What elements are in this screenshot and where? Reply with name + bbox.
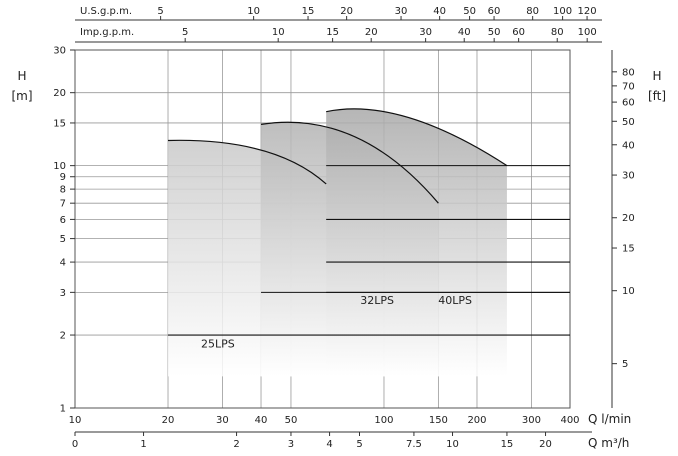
right-tick-label: 20 <box>622 213 635 224</box>
left-axis-title: H <box>17 69 26 83</box>
bottom-1-tick-label: 100 <box>374 415 393 426</box>
bottom-1-tick-label: 400 <box>560 415 579 426</box>
left-tick-label: 3 <box>60 288 66 299</box>
right-tick-label: 80 <box>622 67 635 78</box>
left-tick-label: 7 <box>60 199 66 210</box>
top-1-tick-label: 120 <box>578 6 597 17</box>
top-axes: U.S.g.p.m. Imp.g.p.m. 5 10 15 20 30 40 50 60 80 1… <box>75 6 602 43</box>
bottom-2-tick-label: 15 <box>501 439 514 450</box>
left-tick-label: 8 <box>60 185 66 196</box>
top-2-tick-label: 20 <box>365 27 378 38</box>
bottom-2-tick-label: 1 <box>140 439 146 450</box>
left-tick-label: 15 <box>53 118 66 129</box>
top-1-tick-label: 30 <box>395 6 408 17</box>
left-tick-label: 10 <box>53 161 66 172</box>
left-tick-label: 30 <box>53 46 66 57</box>
curve-label-25LPS: 25LPS <box>201 337 235 350</box>
bottom-1-tick-label: 30 <box>216 415 229 426</box>
curve-40LPS <box>326 108 508 167</box>
top-2-tick-label: 15 <box>326 27 339 38</box>
right-tick-label: 15 <box>622 244 635 255</box>
left-axis-unit: [m] <box>11 89 32 103</box>
top-2-tick-label: 100 <box>578 27 597 38</box>
top-axis-2-label: Imp.g.p.m. <box>80 27 134 38</box>
top-1-tick-label: 80 <box>526 6 539 17</box>
right-tick-label: 30 <box>622 171 635 182</box>
top-1-tick-label: 10 <box>247 6 260 17</box>
bottom-2-tick-label: 0 <box>72 439 78 450</box>
top-1-tick-label: 50 <box>463 6 476 17</box>
bottom-axes: Q l/min Q m³/h 10 20 30 40 50 100 150 200 300 400… <box>69 412 632 450</box>
bottom-1-tick-label: 50 <box>285 415 298 426</box>
bottom-2-tick-label: 2 <box>233 439 239 450</box>
top-1-tick-label: 5 <box>157 6 163 17</box>
top-2-tick-label: 40 <box>458 27 471 38</box>
performance-curves <box>167 108 570 336</box>
curve-25LPS <box>167 139 327 185</box>
bottom-1-tick-label: 40 <box>255 415 268 426</box>
top-2-tick-label: 10 <box>272 27 285 38</box>
left-tick-label: 5 <box>60 234 66 245</box>
top-1-tick-label: 60 <box>488 6 501 17</box>
top-2-tick-label: 80 <box>551 27 564 38</box>
right-tick-label: 10 <box>622 286 635 297</box>
left-tick-label: 4 <box>60 258 66 269</box>
top-2-tick-label: 30 <box>419 27 432 38</box>
right-axis-unit: [ft] <box>648 89 666 103</box>
bottom-2-tick-label: 20 <box>539 439 552 450</box>
left-tick-label: 2 <box>60 331 66 342</box>
area-40LPS <box>326 108 507 377</box>
curve-label-32LPS: 32LPS <box>360 294 394 307</box>
left-tick-label: 1 <box>60 404 66 415</box>
top-1-tick-label: 20 <box>340 6 353 17</box>
bottom-axis-1-label: Q l/min <box>588 412 631 426</box>
bottom-1-tick-label: 20 <box>162 415 175 426</box>
top-1-tick-label: 40 <box>433 6 446 17</box>
right-tick-label: 40 <box>622 140 635 151</box>
right-tick-label: 5 <box>622 359 628 370</box>
right-axis: H [ft] 5 10 15 20 30 40 50 60 70 80 <box>611 50 666 408</box>
top-2-tick-label: 50 <box>488 27 501 38</box>
bottom-1-tick-label: 150 <box>429 415 448 426</box>
bottom-2-tick-label: 3 <box>288 439 294 450</box>
top-1-tick-label: 100 <box>553 6 572 17</box>
bottom-2-tick-label: 5 <box>356 439 362 450</box>
left-tick-label: 6 <box>60 215 66 226</box>
left-tick-label: 9 <box>60 172 66 183</box>
bottom-1-tick-label: 10 <box>69 415 82 426</box>
top-1-tick-label: 15 <box>302 6 315 17</box>
bottom-2-tick-label: 4 <box>326 439 332 450</box>
bottom-1-tick-label: 300 <box>522 415 541 426</box>
curve-label-40LPS: 40LPS <box>438 294 472 307</box>
bottom-2-tick-label: 7.5 <box>406 439 422 450</box>
right-axis-title: H <box>652 69 661 83</box>
bottom-1-tick-label: 200 <box>467 415 486 426</box>
top-2-tick-label: 60 <box>512 27 525 38</box>
plot-frame <box>74 49 571 409</box>
top-axis-1-label: U.S.g.p.m. <box>80 6 132 17</box>
right-tick-label: 70 <box>622 81 635 92</box>
bottom-2-tick-label: 10 <box>446 439 459 450</box>
left-tick-label: 20 <box>53 88 66 99</box>
right-tick-label: 60 <box>622 98 635 109</box>
right-tick-label: 50 <box>622 117 635 128</box>
performance-areas <box>168 108 507 377</box>
curve-labels: 25LPS 32LPS 40LPS <box>201 294 472 350</box>
bottom-axis-2-label: Q m³/h <box>588 436 629 450</box>
left-axis: H [m] 1 2 3 4 5 6 7 8 910 15 20 30 <box>11 46 75 415</box>
curve-32LPS <box>260 121 439 204</box>
top-2-tick-label: 5 <box>182 27 188 38</box>
